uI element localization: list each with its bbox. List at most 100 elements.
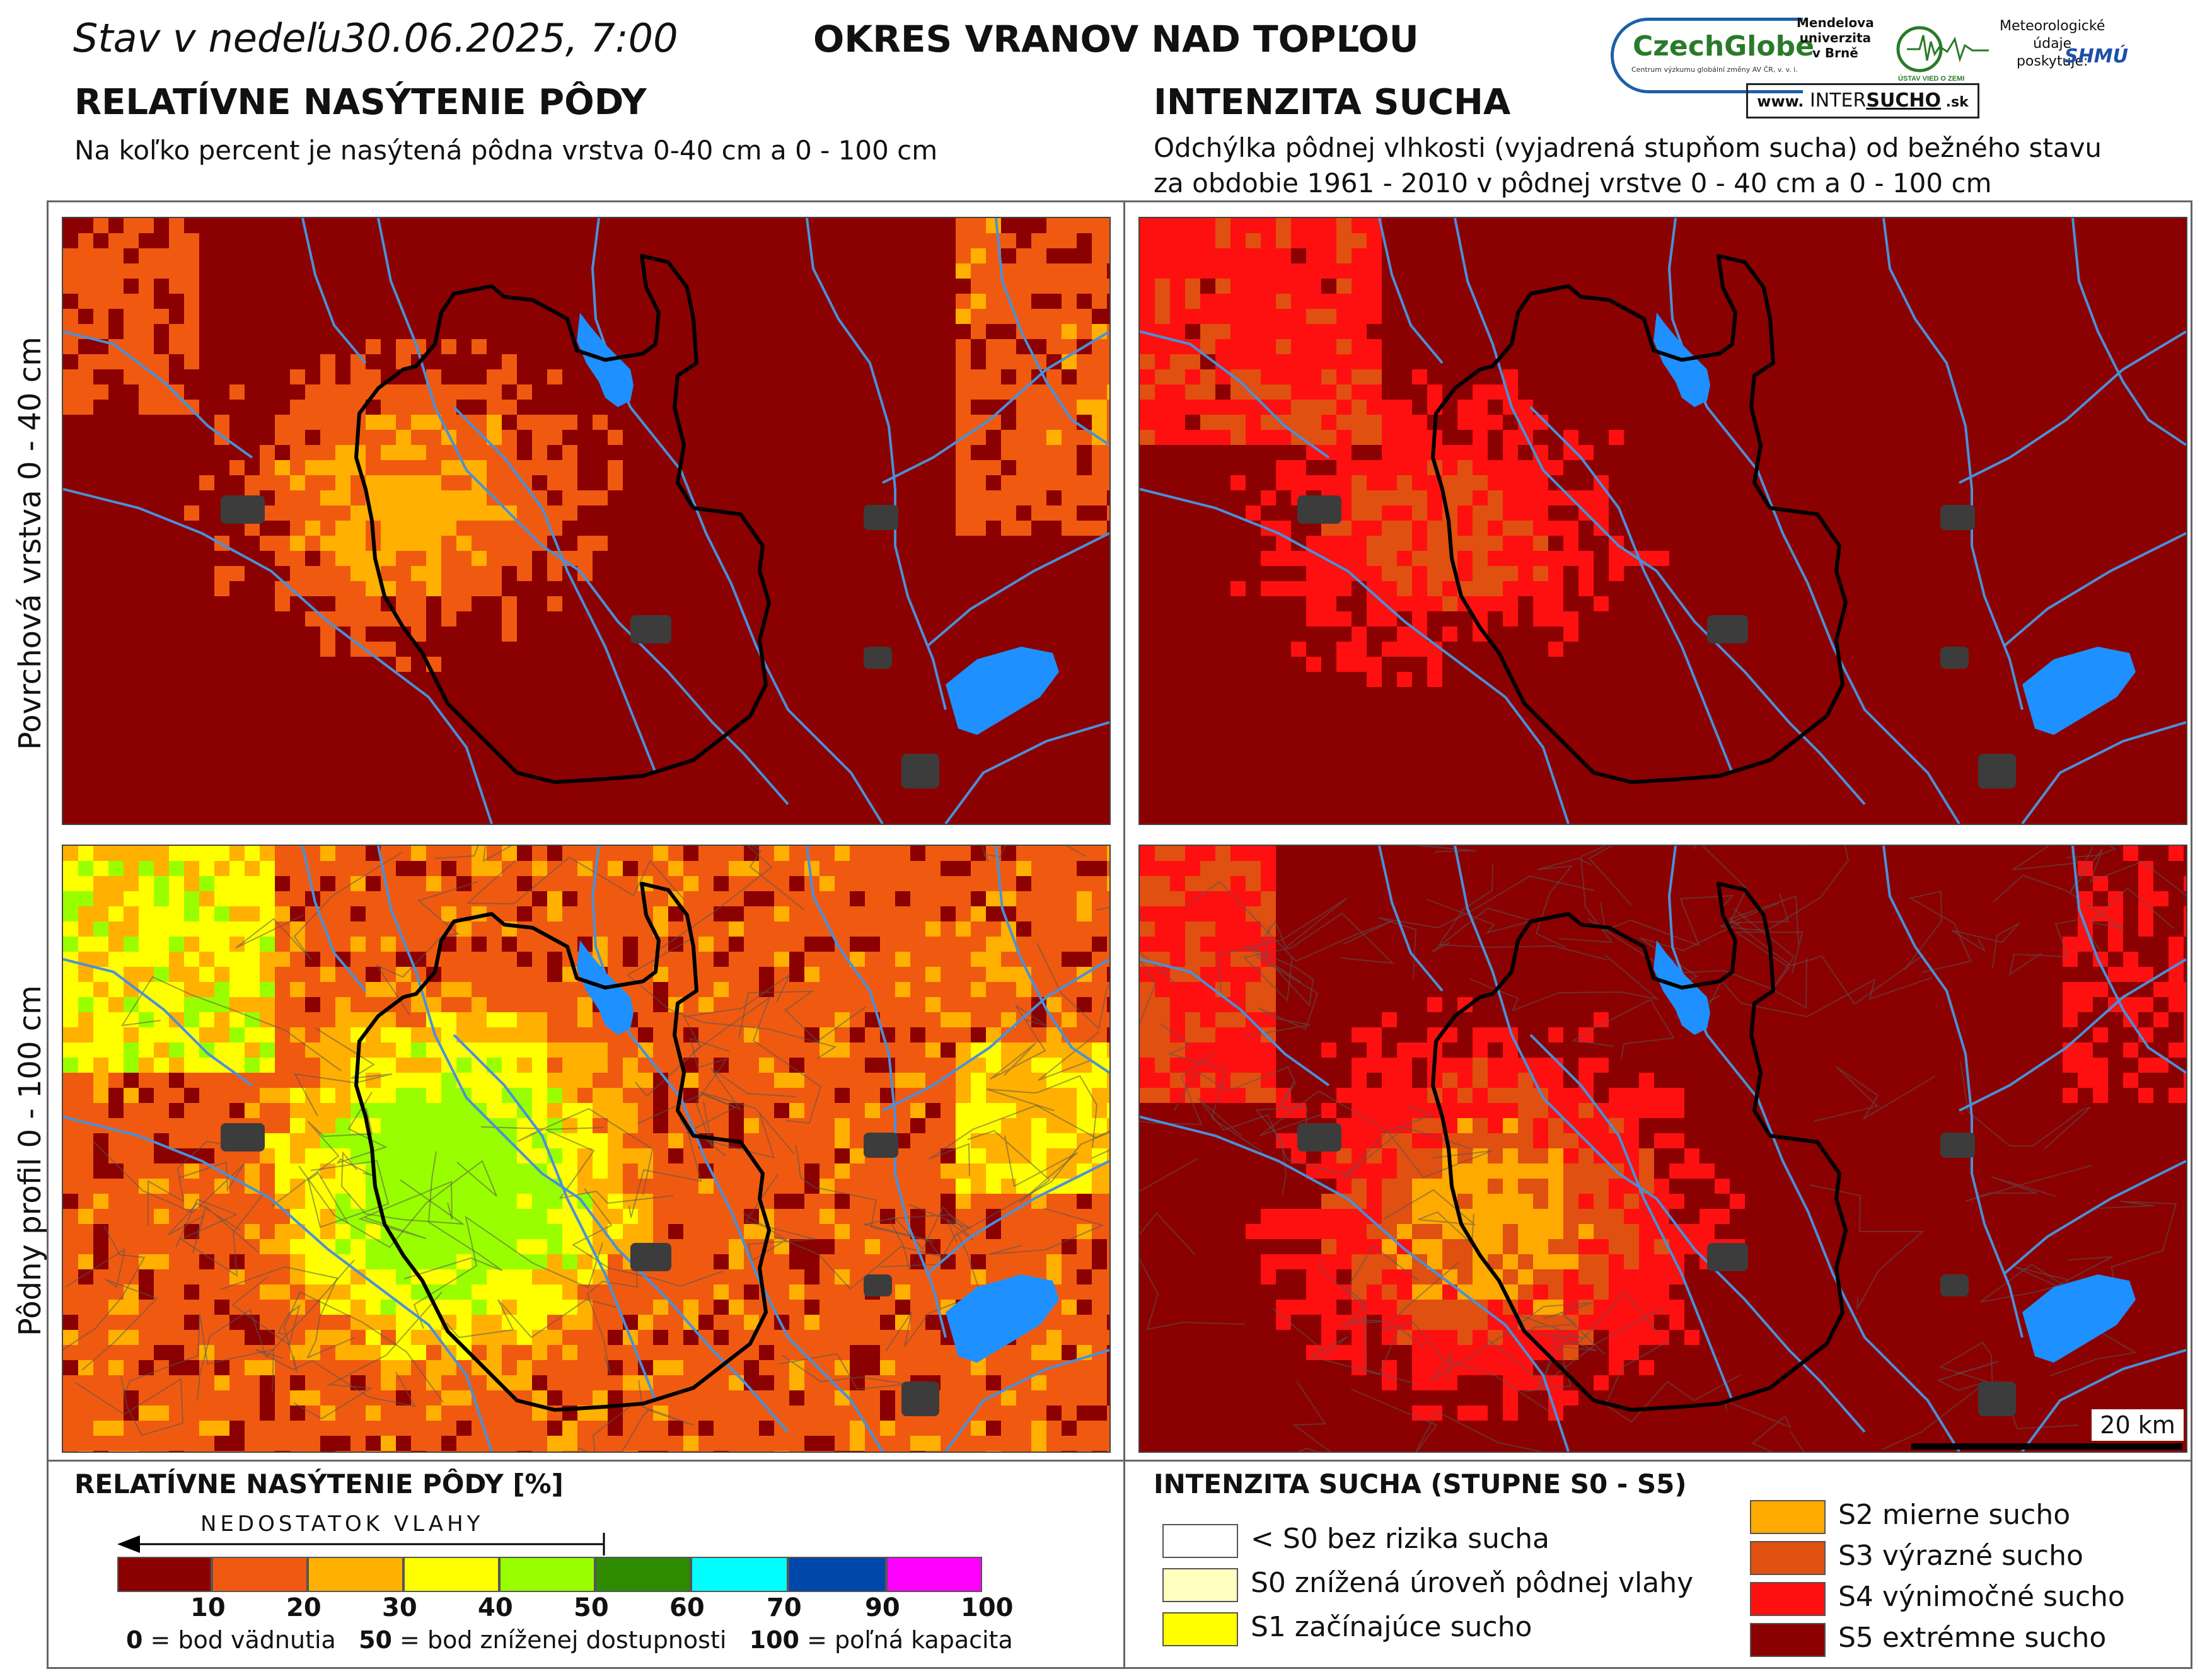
map-pixel — [1170, 937, 1185, 952]
map-pixel — [229, 982, 245, 997]
map-pixel — [1230, 279, 1246, 294]
map-pixel — [835, 1058, 850, 1073]
map-pixel — [1639, 1148, 1654, 1163]
map-pixel — [774, 891, 789, 906]
map-pixel — [1046, 952, 1062, 967]
map-pixel — [1457, 445, 1473, 460]
map-pixel — [1077, 1254, 1092, 1269]
map-pixel — [638, 1315, 653, 1330]
map-pixel — [1107, 1330, 1109, 1345]
map-pixel — [1291, 475, 1306, 490]
map-pixel — [441, 581, 456, 596]
map-pixel — [835, 906, 850, 921]
map-pixel — [108, 846, 124, 861]
map-pixel — [653, 891, 668, 906]
map-pixel — [184, 1012, 199, 1027]
map-pixel — [275, 505, 290, 521]
map-pixel — [850, 1330, 865, 1345]
map-pixel — [865, 1390, 880, 1406]
map-drought-topsoil[interactable] — [1138, 217, 2187, 825]
map-pixel — [214, 952, 229, 967]
map-pixel — [698, 1406, 714, 1421]
map-saturation-profile[interactable] — [62, 845, 1111, 1453]
municipality-boundary — [434, 846, 512, 862]
map-pixel — [108, 1360, 124, 1375]
map-pixel — [184, 354, 199, 369]
municipality-boundary — [2012, 846, 2117, 870]
map-pixel — [925, 967, 941, 982]
map-pixel — [638, 997, 653, 1012]
map-pixel — [1412, 536, 1427, 551]
map-pixel — [683, 1284, 698, 1300]
map-pixel — [1140, 1012, 1155, 1027]
map-pixel — [1261, 876, 1276, 891]
map-pixel — [895, 1163, 910, 1179]
map-drought-profile[interactable] — [1138, 845, 2187, 1453]
map-pixel — [1046, 1390, 1062, 1406]
map-pixel — [1397, 460, 1412, 475]
map-saturation-topsoil[interactable] — [62, 217, 1111, 825]
map-pixel — [1200, 369, 1215, 384]
map-pixel — [1140, 846, 1155, 861]
map-pixel — [1092, 445, 1107, 460]
map-pixel — [956, 1194, 971, 1209]
map-pixel — [305, 1421, 320, 1436]
map-pixel — [426, 1133, 441, 1148]
map-pixel — [562, 1390, 577, 1406]
map-pixel — [169, 1330, 184, 1345]
map-pixel — [789, 997, 804, 1012]
map-pixel — [169, 1133, 184, 1148]
map-pixel — [759, 952, 774, 967]
river — [377, 846, 789, 1433]
map-pixel — [154, 921, 169, 937]
map-pixel — [456, 937, 472, 952]
map-pixel — [1261, 490, 1276, 505]
map-pixel — [290, 521, 305, 536]
map-pixel — [1230, 324, 1246, 339]
map-pixel — [214, 1042, 229, 1058]
map-pixel — [396, 1073, 411, 1088]
lake — [2022, 647, 2136, 735]
map-pixel — [1518, 1224, 1533, 1239]
map-pixel — [547, 1088, 562, 1103]
map-pixel — [63, 1390, 78, 1406]
map-pixel — [956, 400, 971, 415]
map-pixel — [169, 1027, 184, 1042]
map-pixel — [562, 1284, 577, 1300]
map-pixel — [1442, 1224, 1457, 1239]
map-pixel — [1427, 997, 1442, 1012]
map-pixel — [532, 967, 547, 982]
map-pixel — [1200, 339, 1215, 354]
map-pixel — [381, 876, 396, 891]
map-pixel — [1215, 248, 1230, 263]
column-divider — [1123, 200, 1125, 1669]
map-pixel — [1427, 1239, 1442, 1254]
map-pixel — [819, 1073, 835, 1088]
map-pixel — [895, 1118, 910, 1133]
map-pixel — [1001, 505, 1016, 521]
map-pixel — [63, 1027, 78, 1042]
map-pixel — [1077, 876, 1092, 891]
map-pixel — [1382, 460, 1397, 475]
map-pixel — [1457, 1269, 1473, 1284]
map-pixel — [895, 1012, 910, 1027]
map-pixel — [1367, 490, 1382, 505]
map-pixel — [956, 1436, 971, 1451]
map-pixel — [184, 861, 199, 876]
municipality-boundary — [742, 1174, 816, 1262]
map-pixel — [668, 1284, 683, 1300]
urban-area — [864, 1133, 898, 1158]
map-pixel — [1001, 1163, 1016, 1179]
map-pixel — [532, 445, 547, 460]
map-pixel — [547, 1375, 562, 1390]
map-pixel — [381, 505, 396, 521]
municipality-boundary — [1965, 1165, 2093, 1202]
map-pixel — [396, 1042, 411, 1058]
map-pixel — [986, 1163, 1001, 1179]
map-pixel — [320, 1254, 335, 1269]
map-pixel — [63, 384, 78, 400]
map-pixel — [1107, 460, 1109, 475]
map-pixel — [865, 1239, 880, 1254]
map-pixel — [941, 1088, 956, 1103]
map-pixel — [698, 1436, 714, 1451]
